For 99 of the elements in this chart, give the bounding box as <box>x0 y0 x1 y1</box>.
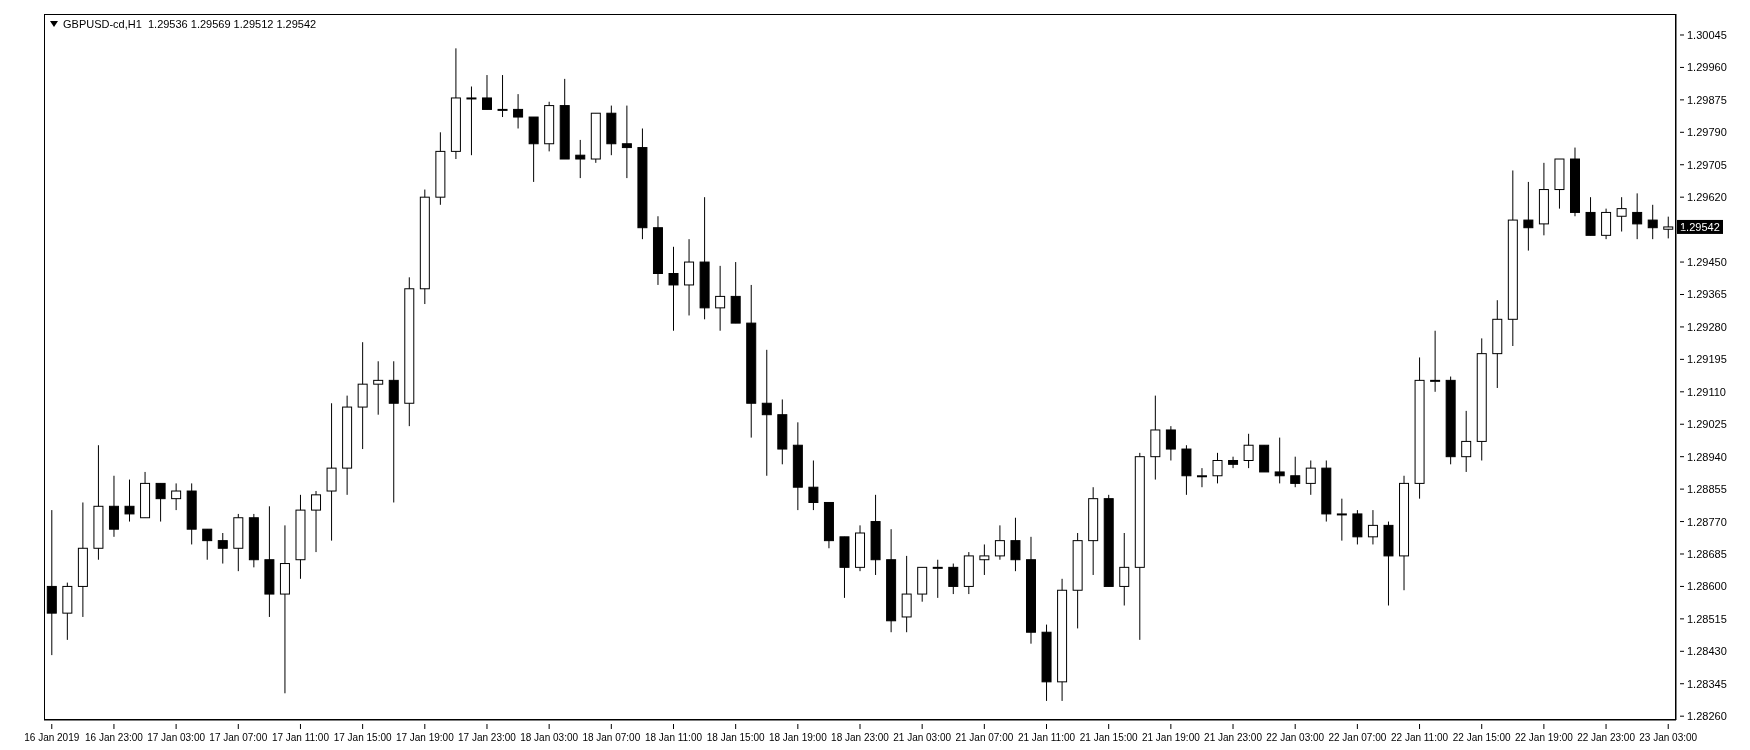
y-tick-label: 1.28685 <box>1687 547 1727 560</box>
candlestick <box>1243 433 1254 469</box>
y-tick-label: 1.28345 <box>1687 677 1727 690</box>
x-tick-label: 21 Jan 03:00 <box>893 732 952 743</box>
x-tick-label: 22 Jan 19:00 <box>1514 732 1574 743</box>
candlestick <box>108 475 119 538</box>
y-tick-label: 1.29195 <box>1687 353 1727 366</box>
x-tick-label: 21 Jan 07:00 <box>955 732 1014 743</box>
x-tick-label: 21 Jan 11:00 <box>1017 732 1076 743</box>
x-tick-label: 22 Jan 15:00 <box>1452 732 1512 743</box>
candlestick <box>482 74 492 110</box>
candlestick <box>715 265 726 332</box>
x-tick-label: 18 Jan 11:00 <box>644 732 703 743</box>
candlestick <box>155 482 166 523</box>
candlestick <box>1616 196 1627 233</box>
x-tick-label: 21 Jan 19:00 <box>1141 732 1201 743</box>
y-tick-label: 1.29875 <box>1687 93 1727 106</box>
candlestick <box>1461 410 1472 473</box>
x-tick-label: 16 Jan 2019 <box>24 732 80 743</box>
candlestick <box>1430 330 1441 393</box>
x-tick-label: 21 Jan 23:00 <box>1204 732 1263 743</box>
y-tick-label: 1.29790 <box>1687 126 1727 139</box>
candlestick <box>326 402 337 542</box>
candlestick <box>1290 456 1301 488</box>
candlestick <box>1165 425 1176 461</box>
y-tick-label: 1.28600 <box>1687 580 1727 593</box>
candlestick <box>311 490 322 553</box>
candlestick <box>373 360 384 416</box>
x-tick-label: 17 Jan 23:00 <box>458 732 517 743</box>
candlestick <box>1010 517 1021 572</box>
y-tick-label: 1.29280 <box>1687 320 1727 333</box>
candlestick <box>1228 456 1239 469</box>
candlestick <box>575 139 586 179</box>
candlestick <box>217 532 228 565</box>
y-tick-label: 1.29705 <box>1687 158 1727 171</box>
candlestick <box>357 341 368 450</box>
candlestick <box>1367 509 1378 545</box>
y-tick-label: 1.29450 <box>1687 256 1727 269</box>
candlestick <box>1119 532 1130 607</box>
y-tick-label: 1.29365 <box>1687 288 1727 301</box>
candlestick <box>668 246 679 332</box>
ref-line-label: 1.29542 <box>1680 220 1720 233</box>
x-tick-label: 22 Jan 11:00 <box>1391 732 1449 743</box>
candlestick <box>1632 192 1643 240</box>
candlestick <box>1196 467 1207 488</box>
candlestick <box>497 74 508 118</box>
candlestick <box>124 479 135 523</box>
candlestick <box>948 563 959 595</box>
x-tick-label: 17 Jan 03:00 <box>147 732 206 743</box>
candlestick <box>932 559 943 599</box>
x-tick-label: 18 Jan 03:00 <box>520 732 579 743</box>
y-tick-label: 1.29620 <box>1687 191 1727 204</box>
candlestick <box>1274 437 1285 484</box>
x-tick-label: 23 Jan 03:00 <box>1639 732 1698 743</box>
y-tick-label: 1.28855 <box>1687 483 1727 496</box>
candlestick <box>1647 204 1658 240</box>
candlestick <box>1352 509 1363 545</box>
x-tick-label: 17 Jan 07:00 <box>209 732 268 743</box>
candlestick <box>1585 196 1596 236</box>
y-tick-label: 1.28770 <box>1687 515 1727 528</box>
y-tick-label: 1.28940 <box>1687 450 1727 463</box>
candlestick <box>171 482 182 511</box>
x-tick-label: 18 Jan 07:00 <box>582 732 641 743</box>
x-tick-label: 18 Jan 19:00 <box>768 732 828 743</box>
x-tick-label: 18 Jan 15:00 <box>706 732 766 743</box>
candlestick <box>1663 216 1674 239</box>
x-tick-label: 22 Jan 03:00 <box>1266 732 1325 743</box>
candlestick <box>1305 460 1316 496</box>
y-tick-label: 1.30045 <box>1687 28 1727 41</box>
x-tick-label: 17 Jan 19:00 <box>395 732 455 743</box>
candlestick <box>684 238 695 316</box>
candlestick <box>388 360 399 503</box>
candlestick <box>761 349 772 477</box>
candlestick <box>979 543 990 576</box>
candlestick <box>513 93 524 129</box>
candlestick <box>1336 498 1347 542</box>
candlestick <box>466 86 477 156</box>
candlestick <box>901 555 912 633</box>
x-tick-label: 18 Jan 23:00 <box>831 732 890 743</box>
y-tick-label: 1.28515 <box>1687 612 1727 625</box>
candlestick <box>994 524 1005 561</box>
candlestick <box>808 460 819 511</box>
x-tick-label: 16 Jan 23:00 <box>85 732 144 743</box>
y-tick-label: 1.29025 <box>1687 418 1727 431</box>
y-tick-label: 1.29110 <box>1687 385 1726 398</box>
x-tick-label: 22 Jan 23:00 <box>1577 732 1636 743</box>
candlestick <box>1212 452 1223 484</box>
candlestick <box>621 105 632 179</box>
x-tick-label: 17 Jan 11:00 <box>271 732 330 743</box>
y-tick-label: 1.29960 <box>1687 61 1727 74</box>
y-tick-label: 1.28430 <box>1687 645 1727 658</box>
candlestick <box>1601 208 1612 240</box>
chart-title: GBPUSD-cd,H1 1.29536 1.29569 1.29512 1.29542 <box>63 18 317 30</box>
candlestick <box>202 528 213 561</box>
x-tick-label: 17 Jan 15:00 <box>333 732 392 743</box>
y-tick-label: 1.28260 <box>1687 710 1727 723</box>
candlestick <box>1523 181 1534 252</box>
x-tick-label: 21 Jan 15:00 <box>1079 732 1139 743</box>
x-tick-label: 22 Jan 07:00 <box>1328 732 1387 743</box>
